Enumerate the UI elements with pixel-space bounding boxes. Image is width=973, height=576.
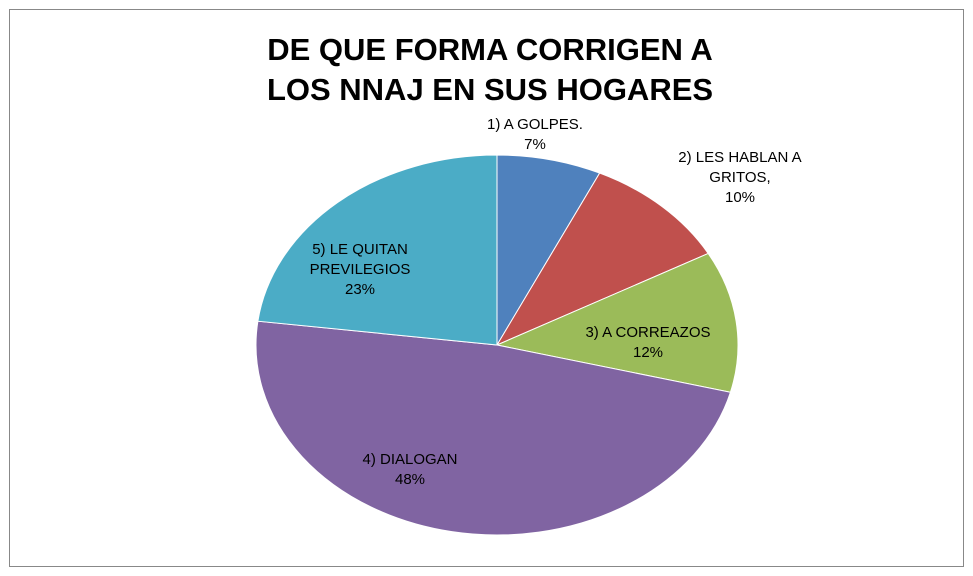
slice-label: 3) A CORREAZOS 12% — [573, 323, 723, 363]
value-label: 48% — [394, 471, 426, 488]
category-label: 1) A GOLPES. — [487, 116, 583, 133]
pie-slice — [495, 172, 709, 347]
pie-slice — [257, 154, 498, 346]
slice-label: 4) DIALOGAN 48% — [340, 450, 480, 490]
slice-label: 1) A GOLPES. 7% — [475, 115, 595, 155]
category-label: 4) DIALOGAN — [362, 451, 458, 468]
slice-label: 5) LE QUITAN PREVILEGIOS 23% — [285, 240, 435, 300]
value-label: 12% — [632, 344, 664, 361]
category-label: 2) LES HABLAN A GRITOS, — [678, 149, 802, 186]
value-label: 23% — [344, 281, 376, 298]
chart-frame — [9, 9, 964, 567]
value-label: 7% — [524, 136, 546, 153]
pie-slice — [255, 320, 732, 536]
category-label: 3) A CORREAZOS — [585, 324, 711, 341]
pie-slice — [495, 252, 739, 393]
slice-label: 2) LES HABLAN A GRITOS, 10% — [660, 148, 820, 208]
chart-title: DE QUE FORMA CORRIGEN A LOS NNAJ EN SUS … — [266, 32, 714, 107]
category-label: 5) LE QUITAN PREVILEGIOS — [309, 241, 411, 278]
value-label: 10% — [724, 189, 756, 206]
pie-slice — [496, 154, 601, 347]
